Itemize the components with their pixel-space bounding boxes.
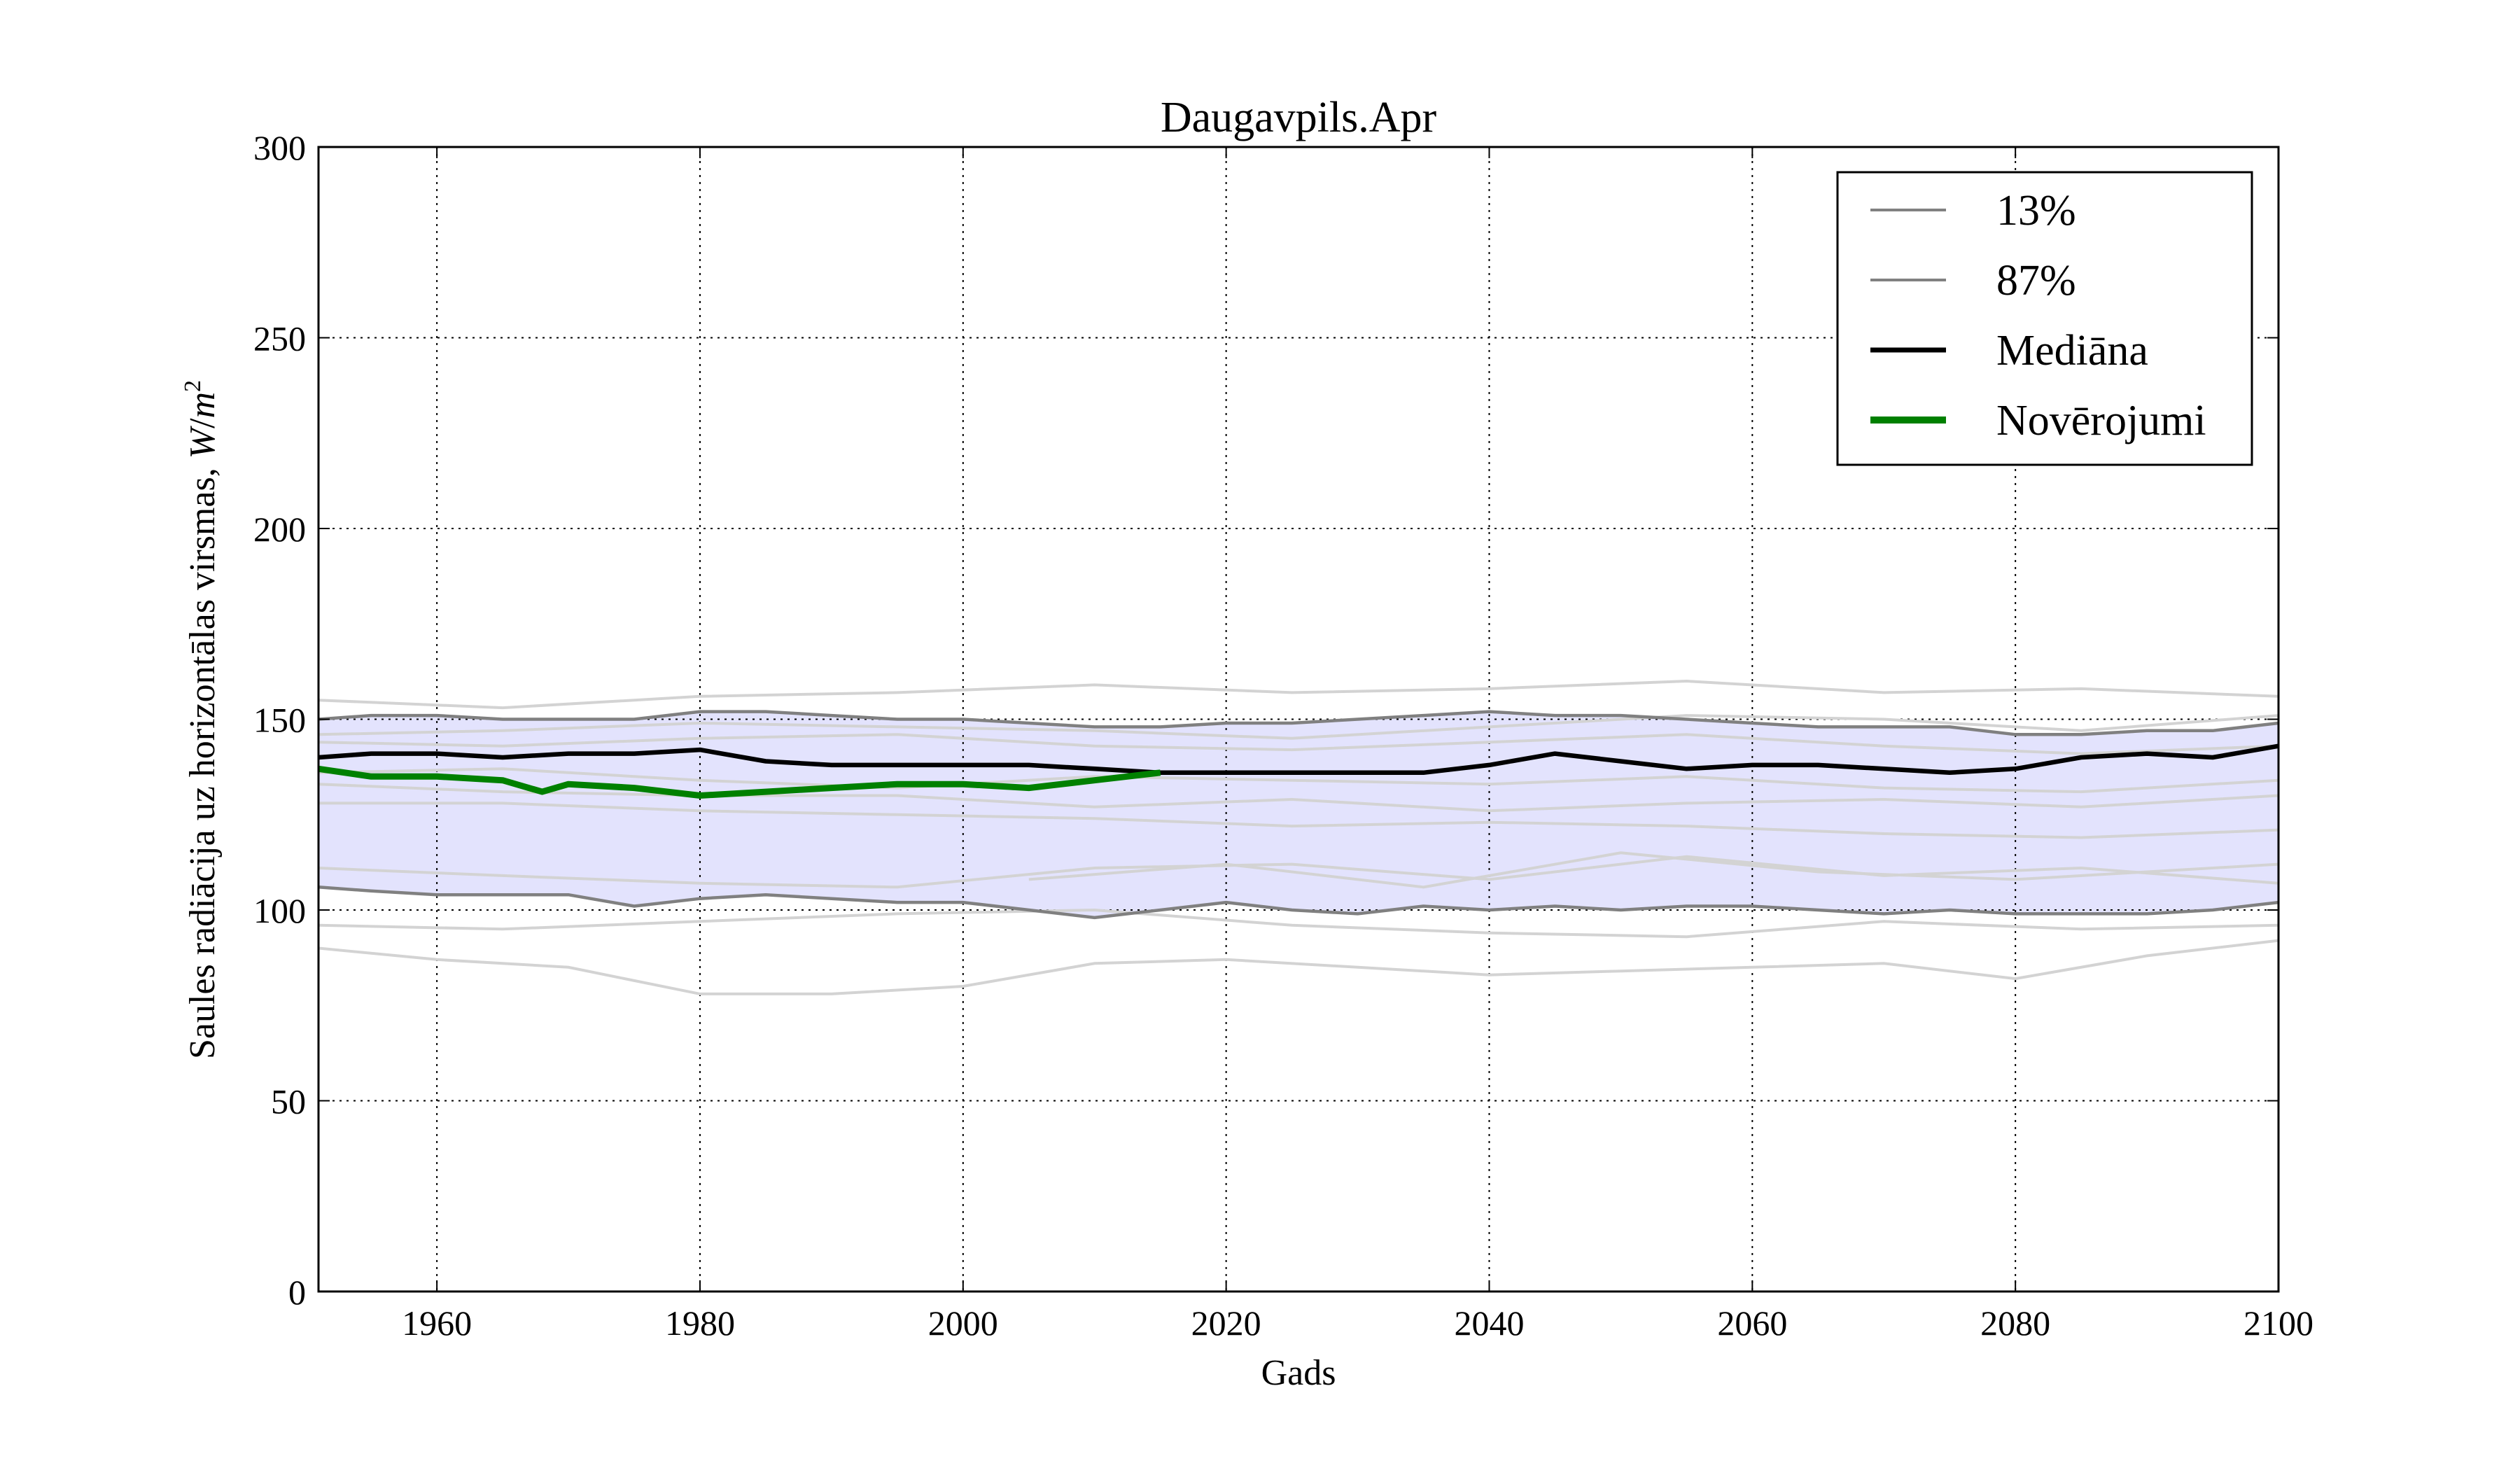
y-axis-unit-exp: 2 — [180, 380, 206, 392]
ensemble-line-7 — [318, 855, 2278, 889]
y-tick-label-0: 0 — [288, 1273, 306, 1312]
ensemble-line-2 — [318, 714, 2278, 740]
y-axis-unit-sep: / — [183, 418, 223, 428]
y-tick-label-250: 250 — [253, 319, 306, 358]
series-line-13 — [318, 886, 2278, 920]
series-line-median — [318, 743, 2278, 776]
legend-label-13: 13% — [1996, 187, 2076, 234]
series-line-observed — [318, 765, 1161, 799]
x-tick-label-1960: 1960 — [402, 1303, 472, 1343]
ensemble-line-5 — [318, 783, 2278, 813]
x-tick-label-2000: 2000 — [928, 1303, 998, 1343]
y-axis-label: Saules radiācija uz horizontālas virsmas… — [180, 380, 223, 1059]
ensemble-line-3 — [318, 733, 2278, 755]
legend-label-median: Mediāna — [1996, 327, 2148, 374]
ensemble-line-9 — [318, 939, 2278, 995]
ensemble-lines — [318, 679, 2278, 995]
legend-label-observed: Novērojumi — [1996, 397, 2206, 444]
y-axis-label-text: Saules radiācija uz horizontālas virsmas… — [183, 458, 223, 1059]
ensemble-line-4 — [318, 767, 2278, 794]
ensemble-line-8 — [318, 908, 2278, 939]
y-tick-label-200: 200 — [253, 510, 306, 549]
x-tick-label-2020: 2020 — [1191, 1303, 1261, 1343]
x-tick-label-2040: 2040 — [1454, 1303, 1524, 1343]
x-tick-label-2100: 2100 — [2244, 1303, 2314, 1343]
y-tick-label-50: 50 — [271, 1082, 306, 1121]
series-line-87 — [318, 710, 2278, 736]
legend-box — [1836, 171, 2253, 466]
x-tick-label-2080: 2080 — [1980, 1303, 2050, 1343]
y-tick-label-150: 150 — [253, 701, 306, 740]
y-tick-label-300: 300 — [253, 128, 306, 167]
ensemble-line-6 — [318, 802, 2278, 839]
legend-label-87: 87% — [1996, 257, 2076, 304]
ensemble-line-1 — [318, 679, 2278, 710]
x-axis-label: Gads — [1261, 1353, 1336, 1393]
y-axis-unit-m: m — [183, 392, 223, 419]
y-axis: 0 50 100 150 200 250 300 — [253, 128, 2278, 1312]
x-axis: 1960 1980 2000 2020 2040 2060 2080 2100 — [402, 147, 2314, 1343]
ensemble-line-10 — [1028, 851, 2278, 889]
chart-title: Daugavpils.Apr — [1161, 94, 1437, 141]
y-axis-unit-w: W — [183, 425, 223, 458]
series-lines — [318, 710, 2278, 920]
plot-area — [318, 146, 2279, 1292]
x-tick-label-2060: 2060 — [1717, 1303, 1787, 1343]
x-tick-label-1980: 1980 — [665, 1303, 735, 1343]
legend: 13% 87% Mediāna Novērojumi — [1836, 171, 2253, 466]
y-tick-label-100: 100 — [253, 891, 306, 930]
